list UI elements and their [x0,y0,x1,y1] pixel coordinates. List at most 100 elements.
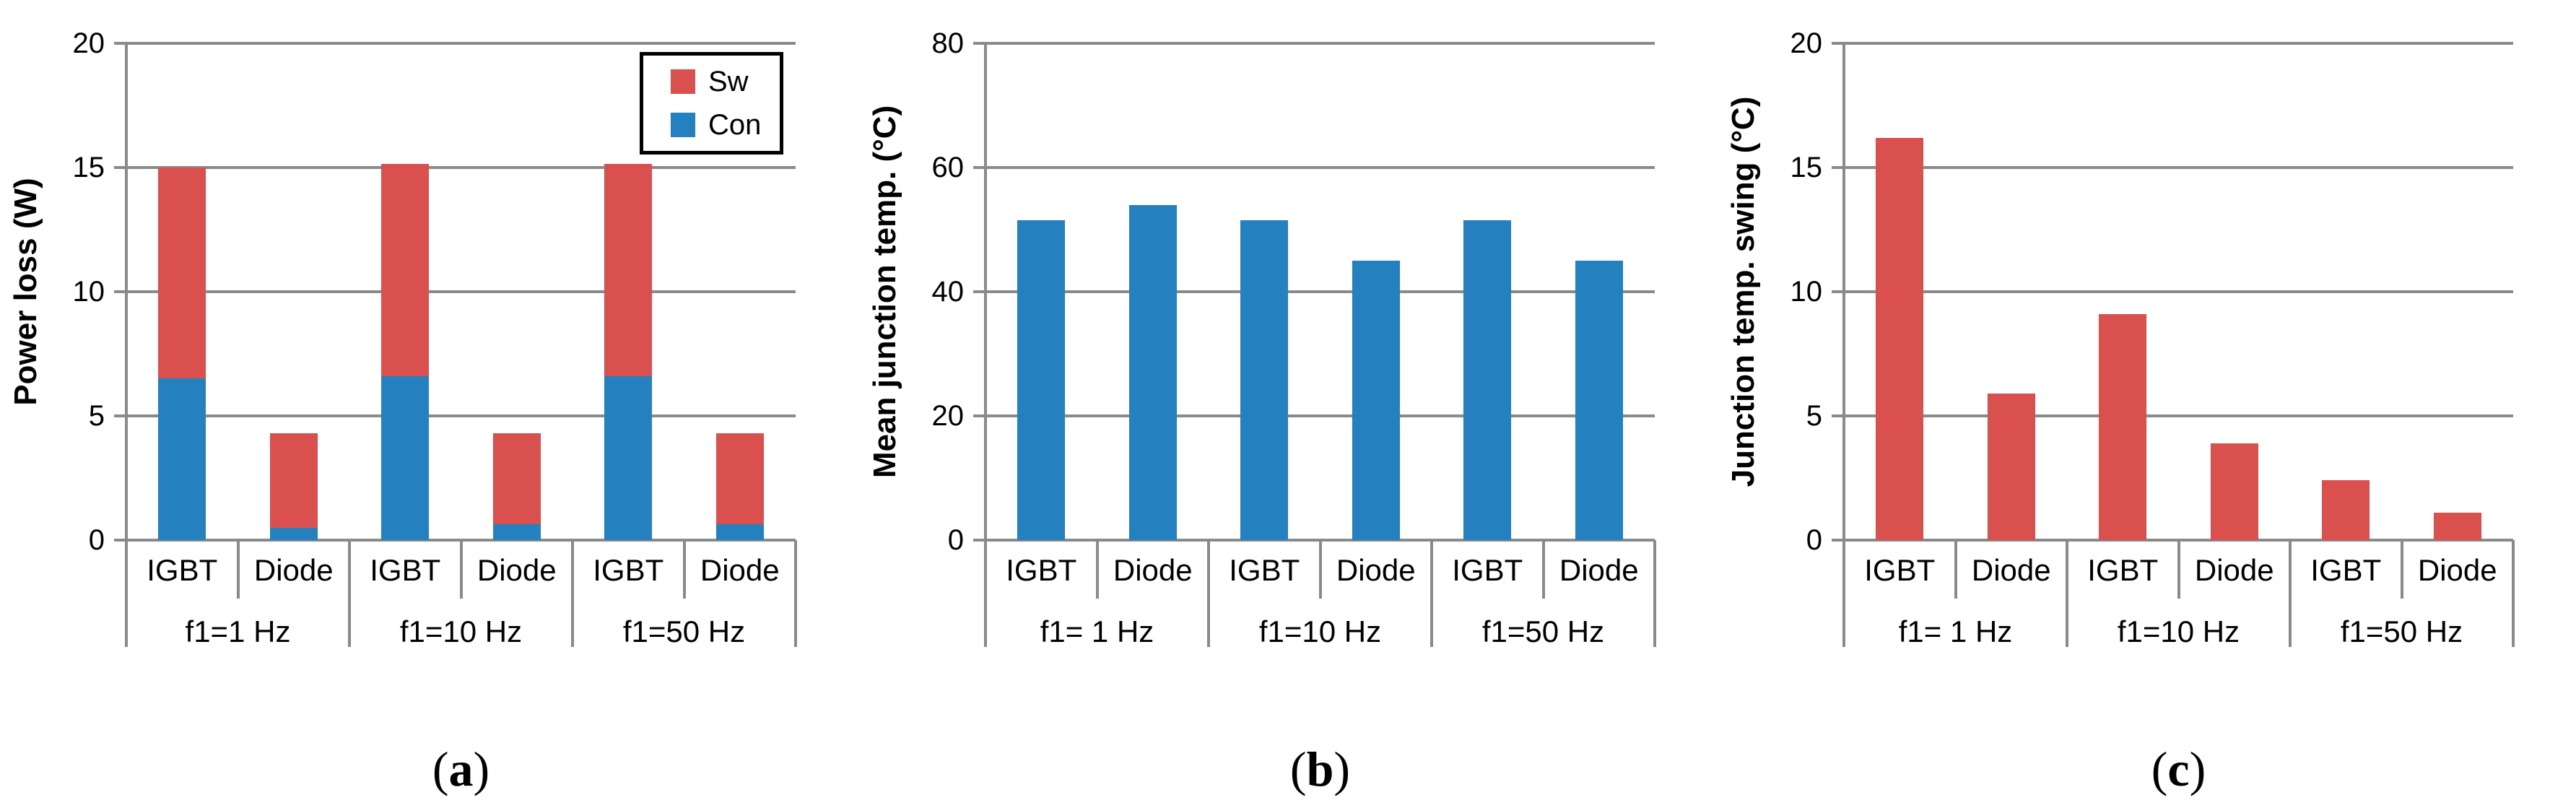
category-divider [1541,540,1545,599]
y-tick-label: 10 [1790,276,1823,308]
y-tick-mark [1832,539,1844,542]
category-label: IGBT [1229,553,1300,587]
group-divider [1430,540,1433,647]
caption-letter: b [1306,742,1334,796]
bar-segment-sw [158,168,206,379]
group-divider [794,540,797,647]
y-tick-label: 0 [88,524,105,556]
group-label: f1=10 Hz [1258,614,1382,648]
bar-segment-mean-junction-temp- [1463,220,1512,540]
caption-paren-close: ) [473,742,490,796]
category-label: IGBT [1452,553,1523,587]
y-tick-mark [973,42,985,45]
figure-caption-c: (c) [1844,735,2513,804]
y-tick-label: 60 [931,152,965,183]
caption-paren-close: ) [1333,742,1351,796]
category-label: IGBT [593,553,664,587]
group-label: f1= 1 Hz [1898,614,2013,648]
group-label: f1= 1 Hz [1040,614,1154,648]
y-tick-label: 20 [931,400,965,432]
y-tick-label: 15 [72,152,105,183]
bar-segment-mean-junction-temp- [1128,204,1177,540]
y-tick-mark [114,42,126,45]
caption-paren-open: ( [1289,742,1307,796]
y-tick-label: 20 [1790,27,1823,59]
gridline [985,166,1655,169]
chart-panel-c: Junction temp. swing (°C) 0 5 10 15 20 IGBT Di… [1718,0,2576,808]
category-label: Diode [1559,553,1639,587]
group-divider [348,540,351,647]
group-divider [2066,540,2068,647]
category-divider [236,540,240,599]
y-axis-line [1842,43,1845,647]
bar-segment-mean-junction-temp- [1575,261,1623,540]
category-divider [2177,540,2180,599]
y-tick-label: 0 [1806,524,1822,556]
category-label: Diode [2194,553,2274,587]
gridline [126,42,796,45]
bar-segment-junction-temp-swing [2433,513,2481,540]
y-tick-mark [1832,42,1844,45]
gridline [1844,42,2513,45]
y-tick-label: 5 [88,400,105,432]
category-divider [2400,540,2403,599]
group-divider [2512,540,2515,647]
y-tick-mark [973,166,985,169]
category-label: IGBT [370,553,441,587]
category-label: IGBT [1006,553,1077,587]
y-tick-label: 20 [72,27,105,59]
category-divider [459,540,463,599]
group-label: f1=10 Hz [2117,614,2240,648]
bar-segment-con [715,524,764,540]
legend-item-sw: Sw [671,67,761,96]
y-tick-mark [1832,414,1844,417]
group-divider [2289,540,2292,647]
gridline [985,290,1655,293]
bar-segment-con [269,527,318,540]
gridline [126,414,796,417]
category-divider [1954,540,1957,599]
gridline [1844,166,2513,169]
y-tick-label: 15 [1790,152,1823,183]
bar-segment-mean-junction-temp- [1240,220,1289,540]
figure-caption-b: (b) [985,735,1655,804]
group-label: f1=50 Hz [622,614,746,648]
category-label: Diode [253,553,334,587]
bar-segment-sw [715,433,764,524]
bar-segment-sw [381,163,430,376]
group-label: f1=10 Hz [399,614,523,648]
gridline [126,166,796,169]
bar-segment-sw [604,163,653,376]
category-label: Diode [700,553,780,587]
bar-segment-mean-junction-temp- [1352,261,1400,540]
gridline [126,290,796,293]
chart-panel-a: Power loss (W) 0 5 10 15 20 IGBT Diode IGBT Diod… [0,0,858,808]
group-label: f1=1 Hz [185,614,291,648]
legend-swatch-con [671,113,695,137]
legend-label-sw: Sw [708,66,749,97]
category-label: Diode [1336,553,1416,587]
bar-segment-junction-temp-swing [1987,394,2035,540]
category-label: IGBT [2310,553,2382,587]
y-tick-mark [1832,290,1844,293]
bar-segment-junction-temp-swing [2210,443,2258,540]
category-label: Diode [477,553,557,587]
group-label: f1=50 Hz [2340,614,2463,648]
gridline [985,42,1655,45]
bar-segment-con [604,375,653,540]
y-tick-mark [973,290,985,293]
group-divider [1207,540,1210,647]
group-divider [1653,540,1656,647]
y-tick-mark [114,166,126,169]
y-tick-mark [1832,166,1844,169]
category-label: Diode [2417,553,2497,587]
category-divider [682,540,686,599]
bar-segment-sw [492,433,541,524]
caption-paren-open: ( [2151,742,2168,796]
legend-label-con: Con [708,109,762,141]
gridline [985,414,1655,417]
bar-segment-con [158,378,206,540]
y-tick-mark [114,290,126,293]
legend-swatch-sw [671,69,695,94]
